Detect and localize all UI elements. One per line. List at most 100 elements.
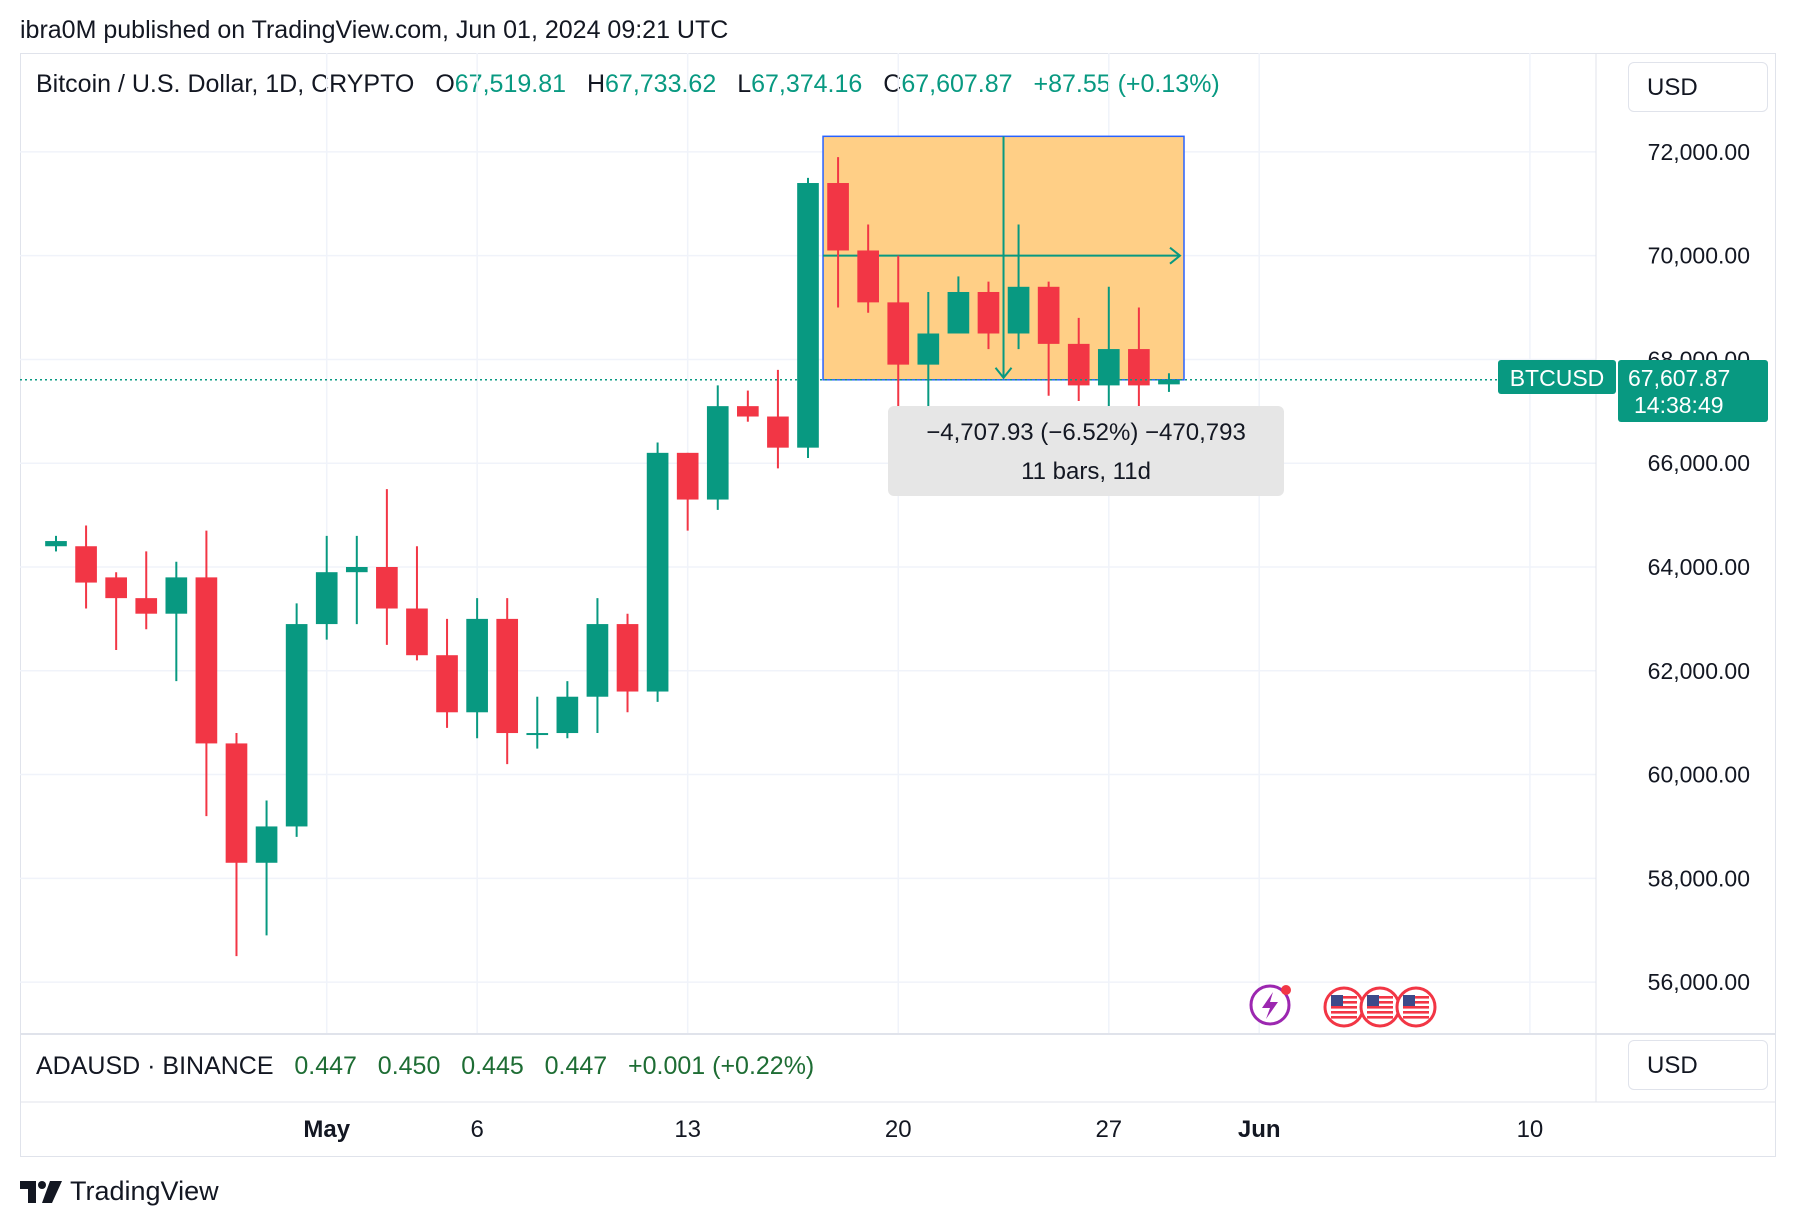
measure-label-change: −4,707.93 (−6.52%) −470,793 bbox=[926, 419, 1246, 446]
open-label: O bbox=[435, 70, 455, 98]
close-value: 67,607.87 bbox=[901, 70, 1013, 98]
candle-body bbox=[195, 577, 218, 744]
us-flag-stripe bbox=[1331, 1006, 1357, 1009]
measure-time-arrowhead bbox=[1169, 246, 1182, 265]
sub-pane-legend: ADAUSD · BINANCE 0.447 0.450 0.445 0.447… bbox=[36, 1052, 814, 1081]
us-flag-stripe bbox=[1403, 996, 1429, 999]
candle-body bbox=[827, 183, 849, 251]
y-tick-label: 66,000.00 bbox=[1648, 450, 1750, 476]
candle-body bbox=[947, 291, 970, 334]
price-tag-price: 67,607.87 bbox=[1628, 365, 1730, 391]
candle-body bbox=[45, 541, 67, 547]
sub-low: 0.445 bbox=[461, 1052, 524, 1080]
us-flag-icon bbox=[1323, 986, 1365, 1028]
x-tick-label: 20 bbox=[885, 1116, 912, 1143]
us-flag-stripe bbox=[1331, 996, 1357, 999]
us-flag-icon bbox=[1395, 986, 1437, 1028]
candle-body bbox=[135, 598, 158, 614]
us-flag-stripe bbox=[1403, 1016, 1429, 1019]
candle-body bbox=[586, 624, 609, 697]
candle-body bbox=[977, 291, 1000, 334]
candle-body bbox=[165, 577, 188, 614]
candle-body bbox=[496, 618, 519, 734]
measure-label-bars: 11 bars, 11d bbox=[1021, 458, 1151, 485]
candle-body bbox=[315, 572, 338, 625]
symbol-title[interactable]: Bitcoin / U.S. Dollar, 1D, CRYPTO bbox=[36, 70, 415, 98]
y-tick-label: 62,000.00 bbox=[1648, 658, 1750, 684]
sub-symbol[interactable]: ADAUSD · BINANCE bbox=[36, 1052, 274, 1080]
candle-body bbox=[556, 696, 579, 734]
measure-price-arrowhead bbox=[994, 367, 1013, 380]
us-flag-canton bbox=[1367, 995, 1379, 1006]
lightning-event-icon[interactable] bbox=[1249, 984, 1291, 1026]
published-by-line: ibra0M published on TradingView.com, Jun… bbox=[20, 16, 729, 44]
us-flag-stripe bbox=[1403, 1006, 1429, 1009]
candle-body bbox=[1158, 379, 1180, 385]
candle-body bbox=[1097, 349, 1120, 386]
x-tick-label: May bbox=[303, 1116, 350, 1143]
us-flag-stripe bbox=[1403, 1001, 1429, 1004]
candle-body bbox=[767, 416, 789, 448]
x-tick-label: 6 bbox=[470, 1116, 483, 1143]
measure-label: −4,707.93 (−6.52%) −470,793 11 bars, 11d bbox=[888, 406, 1284, 496]
us-flag-stripe bbox=[1367, 1001, 1393, 1004]
candle-body bbox=[616, 624, 639, 692]
y-tick-label: 58,000.00 bbox=[1648, 865, 1750, 891]
tradingview-logo-text: TradingView bbox=[70, 1176, 219, 1206]
low-label: L bbox=[737, 70, 752, 98]
us-flag-stripe bbox=[1331, 1016, 1357, 1019]
us-flag-icon bbox=[1359, 986, 1401, 1028]
candle-body bbox=[285, 624, 308, 827]
sub-open: 0.447 bbox=[294, 1052, 357, 1080]
candle-body bbox=[406, 608, 428, 656]
candle-body bbox=[526, 733, 549, 736]
us-flag-stripe bbox=[1367, 1011, 1393, 1014]
candle-body bbox=[75, 546, 97, 583]
sub-close: 0.447 bbox=[544, 1052, 608, 1080]
sub-high: 0.450 bbox=[377, 1052, 441, 1080]
y-tick-label: 72,000.00 bbox=[1648, 139, 1750, 165]
candle-body bbox=[706, 406, 729, 500]
us-flag-stripe bbox=[1367, 1016, 1393, 1019]
candle-body bbox=[1007, 286, 1030, 334]
price-tag-countdown: 14:38:49 bbox=[1634, 392, 1724, 418]
y-tick-label: 70,000.00 bbox=[1648, 243, 1750, 269]
x-tick-label: 27 bbox=[1095, 1116, 1122, 1143]
main-legend: Bitcoin / U.S. Dollar, 1D, CRYPTO O67,51… bbox=[36, 70, 1220, 99]
candle-body bbox=[105, 577, 127, 599]
price-chart[interactable]: 56,000.00 58,000.00 60,000.00 62,000.00 64,0… bbox=[0, 0, 1796, 1160]
us-flag-canton bbox=[1331, 995, 1343, 1006]
us-flag-stripe bbox=[1331, 1001, 1357, 1004]
open-value: 67,519.81 bbox=[454, 70, 566, 98]
candle-body bbox=[857, 250, 879, 303]
tradingview-logo[interactable]: TradingView bbox=[20, 1176, 219, 1207]
y-tick-label: 60,000.00 bbox=[1648, 762, 1750, 788]
candle-body bbox=[1037, 286, 1060, 344]
candle-body bbox=[676, 452, 699, 500]
price-tag: BTCUSD 67,607.87 14:38:49 bbox=[1498, 360, 1768, 422]
currency-button[interactable]: USD bbox=[1628, 62, 1768, 112]
price-tag-symbol: BTCUSD bbox=[1510, 365, 1605, 391]
candle-body bbox=[466, 618, 488, 713]
high-value: 67,733.62 bbox=[605, 70, 717, 98]
candle-body bbox=[797, 183, 819, 448]
us-flag-stripe bbox=[1403, 1011, 1429, 1014]
change-value: +87.55 (+0.13%) bbox=[1033, 70, 1220, 98]
candle-body bbox=[1128, 349, 1150, 386]
y-tick-label: 64,000.00 bbox=[1648, 554, 1750, 580]
us-flag-stripe bbox=[1331, 1011, 1357, 1014]
close-label: C bbox=[883, 70, 902, 98]
sub-pane-currency-button[interactable]: USD bbox=[1628, 1040, 1768, 1090]
candle-body bbox=[917, 333, 940, 365]
candle-body bbox=[255, 826, 278, 863]
y-tick-label: 56,000.00 bbox=[1648, 969, 1750, 995]
low-value: 67,374.16 bbox=[751, 70, 863, 98]
candle-body bbox=[737, 406, 759, 417]
candle-body bbox=[376, 567, 398, 609]
candle-body bbox=[225, 743, 248, 863]
us-flag-stripe bbox=[1367, 996, 1393, 999]
candle-body bbox=[345, 567, 368, 573]
candle-body bbox=[436, 655, 458, 713]
x-tick-label: 10 bbox=[1517, 1116, 1544, 1143]
x-tick-label: Jun bbox=[1238, 1116, 1281, 1143]
